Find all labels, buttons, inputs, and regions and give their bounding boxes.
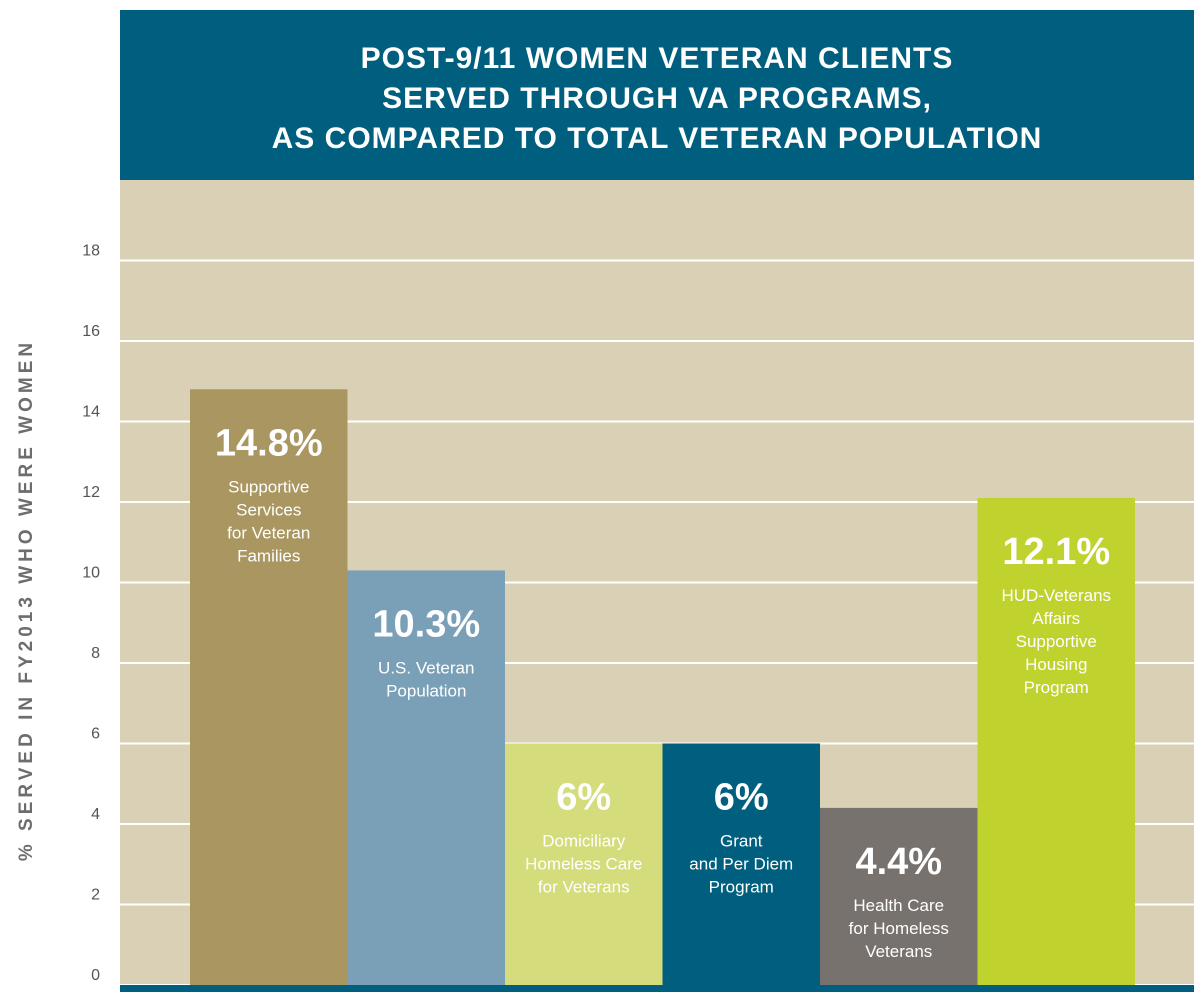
category-label-line: Health Care [853,896,944,915]
value-label: 12.1% [1002,531,1110,573]
category-label: Domiciliary Homeless Care for Veterans [525,832,642,897]
category-label: HUD-Veterans Affairs Supportive Housing Prog… [1001,586,1111,697]
chart-title: POST-9/11 WOMEN VETERAN CLIENTS [361,42,954,75]
category-label-line: Homeless Care [525,855,642,874]
bar [820,807,978,985]
bar [662,743,820,985]
category-label-line: Housing [1025,655,1087,674]
category-label: U.S. Veteran Population [378,659,474,701]
category-label-line: Supportive [228,478,309,497]
category-label-line: for Veteran [227,524,310,543]
value-label: 14.8% [215,422,323,464]
value-label: 4.4% [855,841,942,883]
category-label: Grant and Per Diem Program [689,832,793,897]
category-label-line: HUD-Veterans [1001,586,1111,605]
title-box [120,10,1194,180]
category-label-line: Program [709,878,774,897]
category-label: Supportive Services for Veteran Families [227,478,310,566]
bar [190,389,348,985]
y-tick-label: 18 [82,243,100,260]
category-label-line: Veterans [865,942,932,961]
bars: 14.8% Supportive Services for Veteran Famili… [190,389,1135,985]
category-label-line: Grant [720,832,763,851]
category-label-line: Population [386,682,466,701]
category-label-line: for Homeless [849,919,949,938]
category-label-line: U.S. Veteran [378,659,474,678]
y-tick-label: 8 [91,645,100,662]
category-label-line: Services [236,501,301,520]
y-tick-label: 16 [82,323,100,340]
y-tick-label: 2 [91,887,100,904]
value-label: 6% [714,777,769,819]
y-axis-label: % SERVED IN FY2013 WHO WERE WOMEN [16,339,37,861]
y-tick-label: 6 [91,726,100,743]
category-label-line: Supportive [1016,632,1097,651]
category-label-line: Domiciliary [542,832,626,851]
value-label: 10.3% [372,603,480,645]
value-label: 6% [556,777,611,819]
y-tick-label: 4 [91,806,100,823]
bar [977,497,1135,985]
y-tick-label: 14 [82,404,100,421]
baseline-bar [120,985,1194,992]
y-tick-label: 10 [82,565,100,582]
category-label: Health Care for Homeless Veterans [849,896,949,961]
category-label-line: Program [1024,678,1089,697]
category-label-line: Affairs [1032,609,1080,628]
bar [347,570,505,985]
y-tick-label: 12 [82,484,100,501]
bar [505,743,663,985]
category-label-line: and Per Diem [689,855,793,874]
y-tick-label: 0 [91,967,100,984]
category-label-line: for Veterans [538,878,630,897]
category-label-line: Families [237,547,300,566]
chart-title: AS COMPARED TO TOTAL VETERAN POPULATION [272,122,1043,155]
chart-title: SERVED THROUGH VA PROGRAMS, [382,82,932,115]
